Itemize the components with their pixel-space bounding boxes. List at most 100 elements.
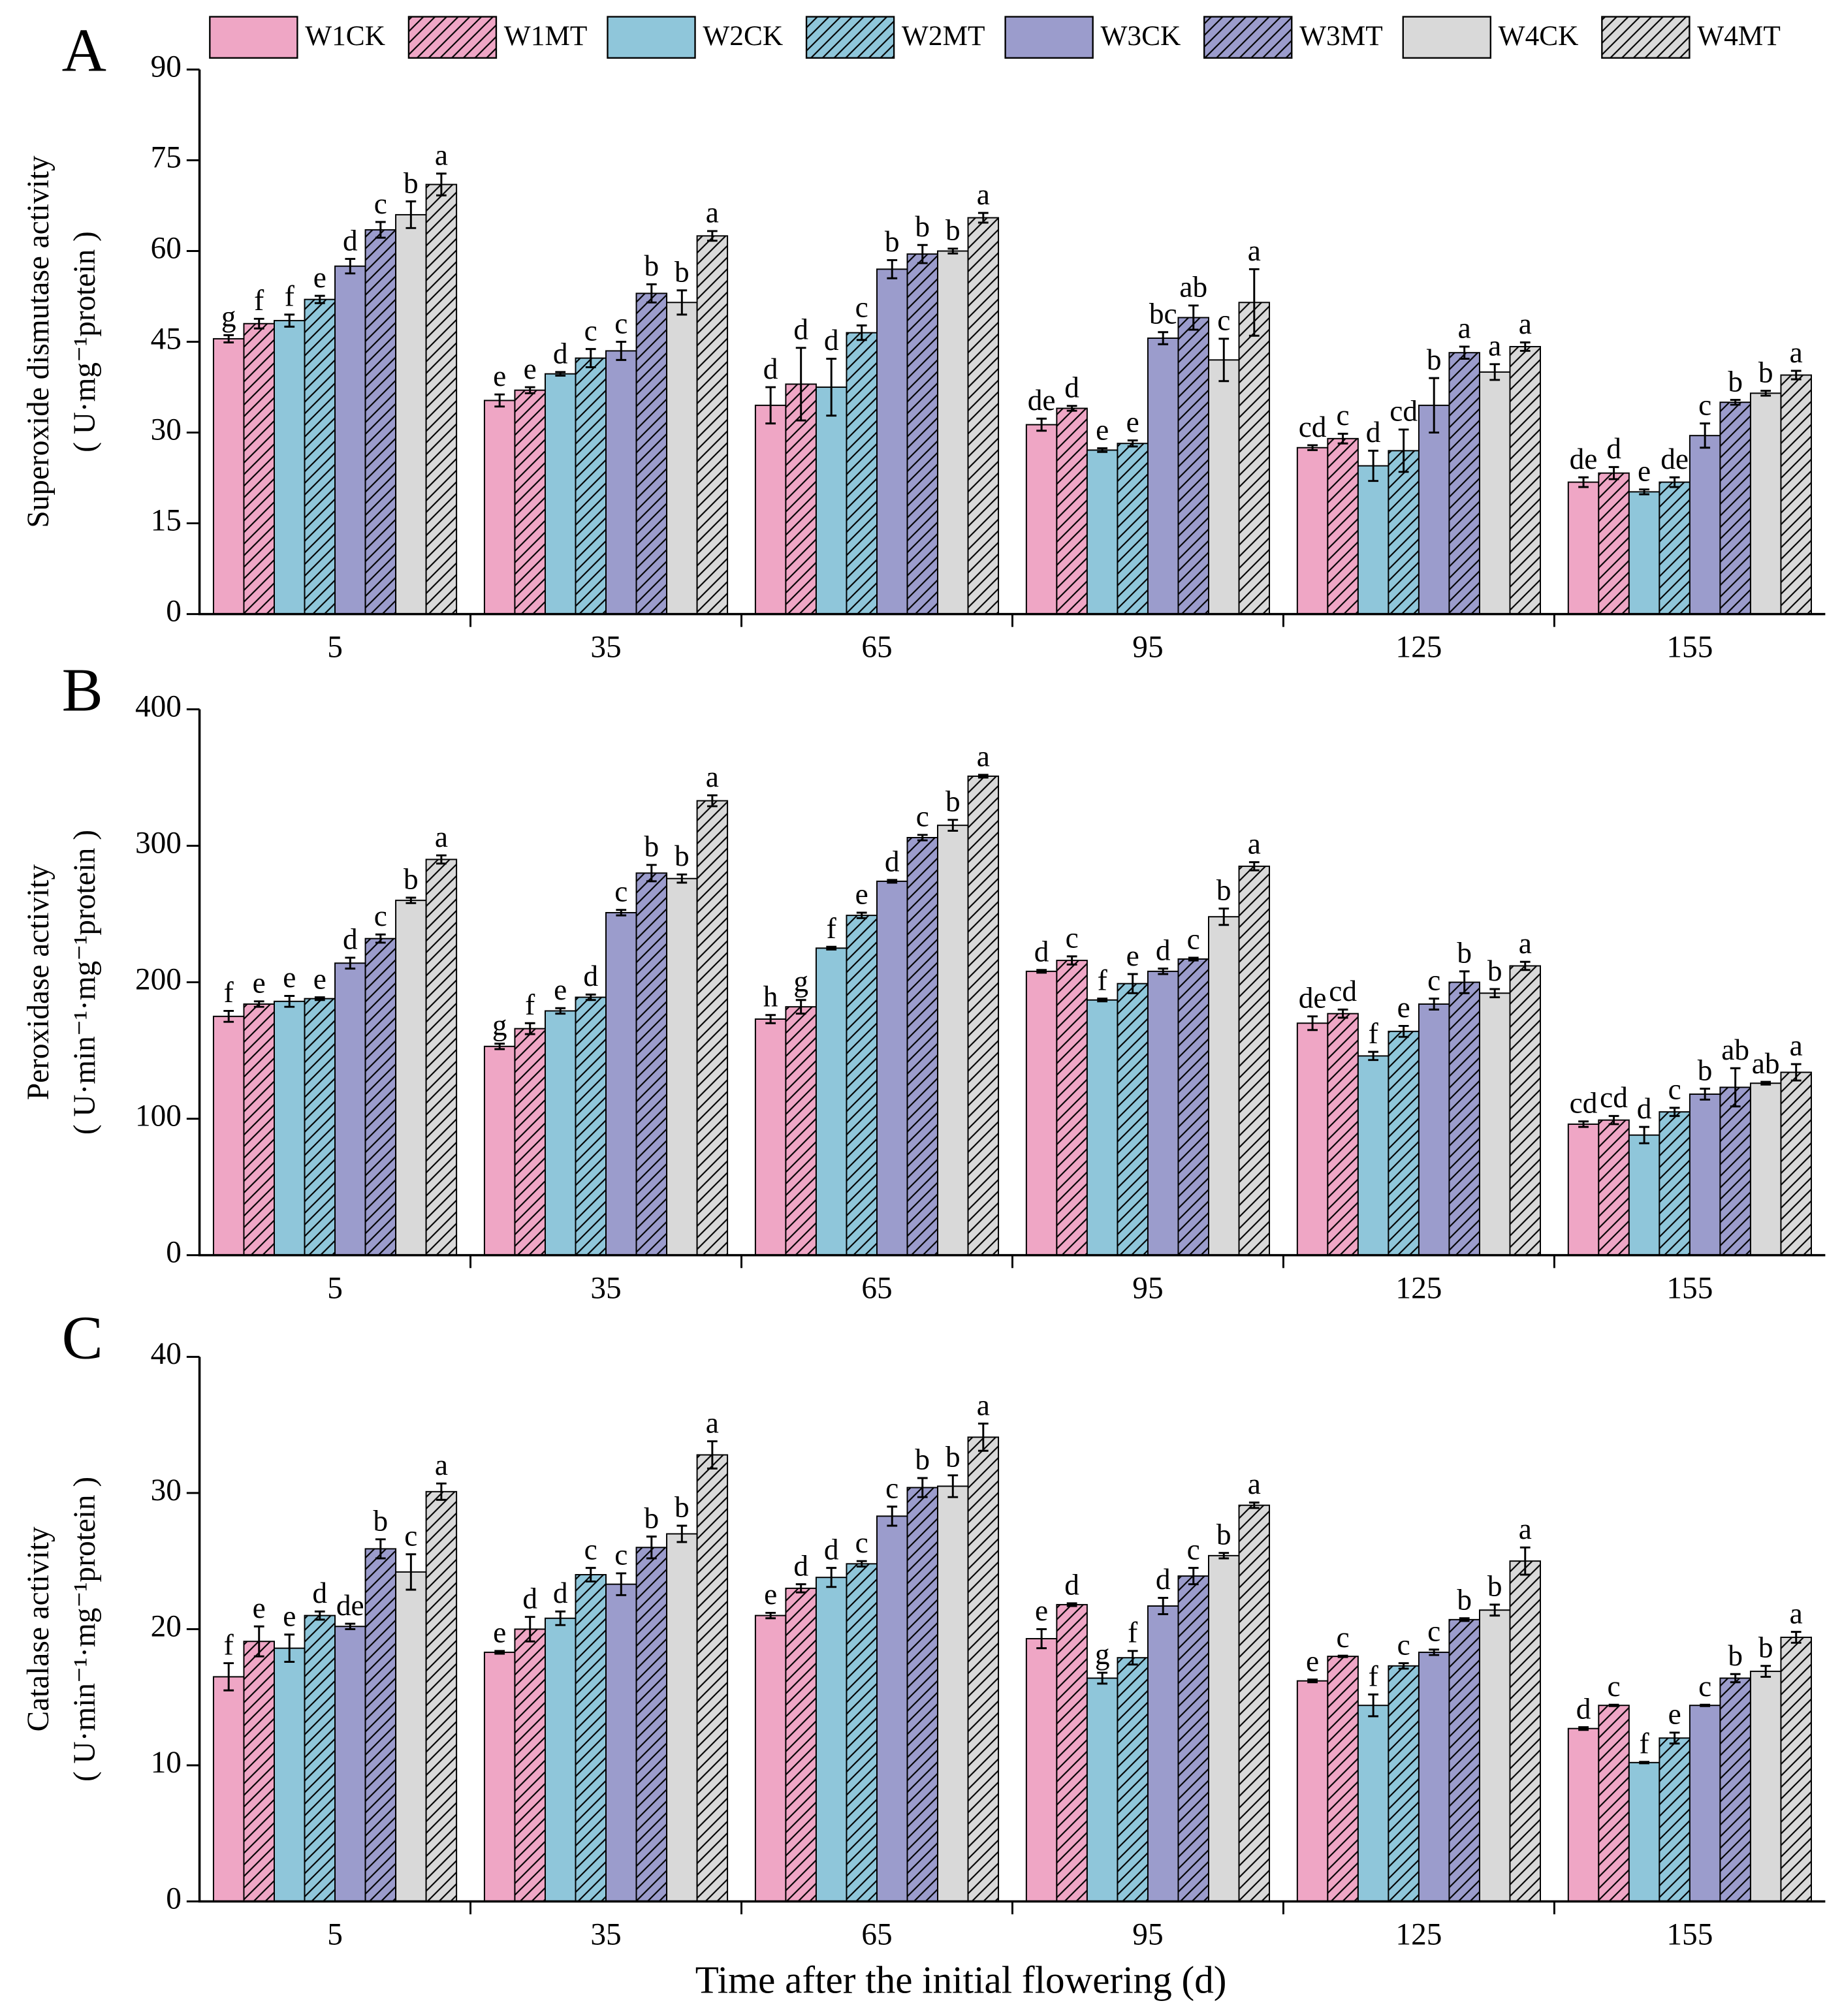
error-bar <box>1760 1665 1771 1678</box>
bar <box>1327 437 1359 615</box>
significance-letter: c <box>584 314 597 347</box>
bar <box>334 1626 366 1902</box>
error-bar <box>375 933 386 944</box>
error-bar <box>1158 331 1169 345</box>
significance-letter: a <box>977 1389 990 1421</box>
significance-letter: f <box>1640 1727 1650 1759</box>
error-bar <box>1429 998 1440 1011</box>
error-bar <box>1700 1703 1711 1707</box>
significance-letter: g <box>793 965 808 998</box>
bar <box>1177 317 1209 615</box>
error-bar <box>494 1650 505 1655</box>
bar <box>754 1614 787 1902</box>
error-bar <box>646 1536 657 1560</box>
legend-swatch <box>607 16 696 59</box>
significance-letter: b <box>1758 356 1773 388</box>
significance-letter: d <box>343 224 358 257</box>
error-bar <box>524 1022 535 1035</box>
bar <box>666 302 698 615</box>
legend-swatch <box>1203 16 1293 59</box>
significance-letter: b <box>1728 365 1743 398</box>
significance-letter: d <box>583 960 598 992</box>
x-tick-label: 35 <box>590 1918 621 1952</box>
error-bar <box>1639 1126 1649 1144</box>
significance-letter: b <box>675 1491 690 1524</box>
error-bar <box>1158 968 1169 975</box>
significance-letter: b <box>675 256 690 289</box>
bar <box>635 872 668 1256</box>
error-bar <box>555 1007 566 1015</box>
significance-letter: g <box>1095 1638 1110 1671</box>
significance-letter: e <box>493 1616 506 1649</box>
bar <box>846 332 878 615</box>
error-bar <box>314 294 325 304</box>
bar <box>815 947 848 1256</box>
y-tick-label: 0 <box>166 1882 182 1915</box>
bar <box>1719 1677 1751 1902</box>
error-bar <box>284 313 295 328</box>
error-bar <box>314 1610 325 1621</box>
significance-letter: g <box>221 300 236 333</box>
significance-letter: e <box>283 1600 296 1633</box>
error-bar <box>284 1633 295 1663</box>
error-bar <box>314 996 325 1001</box>
error-bar <box>887 259 898 279</box>
error-bar <box>646 283 657 304</box>
bar <box>1689 1093 1721 1256</box>
bar <box>514 389 546 615</box>
significance-letter: b <box>644 1502 659 1534</box>
significance-letter: b <box>404 166 419 199</box>
significance-letter: de <box>1299 982 1327 1015</box>
error-bar <box>1608 465 1619 480</box>
significance-letter: bc <box>1149 297 1177 330</box>
error-bar <box>1519 1546 1531 1576</box>
bar <box>1056 407 1088 615</box>
significance-letter: a <box>1790 1030 1803 1062</box>
bar <box>1749 392 1782 615</box>
significance-letter: c <box>404 1519 417 1552</box>
legend-label: W3CK <box>1101 20 1181 52</box>
significance-letter: e <box>554 973 567 1006</box>
significance-letter: b <box>1758 1631 1773 1663</box>
bar <box>1780 1071 1812 1256</box>
error-bar <box>1730 1673 1741 1684</box>
error-bar <box>345 956 356 970</box>
error-bar <box>1669 1107 1680 1117</box>
error-bar <box>1066 405 1077 412</box>
error-bar <box>765 1014 776 1024</box>
bar <box>364 937 397 1256</box>
bar <box>906 837 939 1256</box>
significance-letter: e <box>493 360 506 392</box>
bar <box>334 265 366 615</box>
bar <box>1418 404 1450 615</box>
error-bar <box>223 334 234 343</box>
bar <box>1296 1022 1329 1256</box>
bar <box>815 1577 848 1902</box>
bar <box>1689 1705 1721 1902</box>
bar <box>967 217 1000 615</box>
significance-letter: c <box>1608 1670 1621 1703</box>
error-bar <box>494 1043 505 1050</box>
legend-label: W2MT <box>902 20 985 52</box>
bar <box>696 1454 729 1902</box>
bar <box>483 1651 516 1902</box>
bar <box>1598 1705 1630 1902</box>
error-bar <box>707 794 718 808</box>
significance-letter: a <box>1790 336 1803 369</box>
error-bar <box>1639 1761 1649 1765</box>
error-bar <box>795 999 806 1015</box>
y-tick-label: 15 <box>151 503 182 537</box>
x-tick-label: 5 <box>327 631 343 665</box>
bar <box>1327 1013 1359 1256</box>
significance-letter: a <box>977 740 990 773</box>
x-tick-label: 125 <box>1395 1272 1442 1306</box>
error-bar <box>436 172 447 197</box>
x-tick-label: 35 <box>590 1272 621 1306</box>
error-bar <box>253 1625 264 1658</box>
significance-letter: b <box>1728 1639 1743 1672</box>
error-bar <box>555 371 566 377</box>
significance-letter: b <box>404 863 419 896</box>
significance-letter: d <box>824 324 839 356</box>
bar <box>514 1028 546 1256</box>
bar <box>243 1641 275 1902</box>
